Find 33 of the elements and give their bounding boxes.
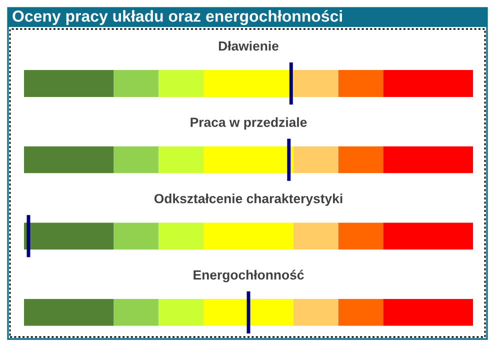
bar	[158, 222, 204, 250]
bar	[204, 70, 294, 97]
bar	[383, 70, 473, 97]
bar	[383, 222, 473, 250]
bar	[293, 70, 338, 97]
chart-title: Dławienie	[218, 40, 278, 51]
bar	[383, 298, 473, 326]
chart-title: Energochłonność	[194, 270, 304, 282]
bar	[293, 298, 338, 326]
bar	[158, 70, 204, 97]
bar	[204, 146, 294, 174]
bar	[293, 146, 338, 174]
bar	[158, 298, 204, 326]
bar	[114, 298, 159, 326]
chart-title: Odkształcenie charakterystyki	[154, 194, 342, 206]
bar	[338, 70, 384, 97]
text: Oceny pracy układu oraz energochłonności	[12, 10, 342, 26]
bar	[383, 146, 473, 174]
bar	[24, 146, 114, 174]
bar	[114, 146, 159, 174]
bar	[158, 146, 204, 174]
bar	[338, 298, 384, 326]
bar	[114, 222, 159, 250]
bar	[293, 222, 338, 250]
chart-title: Praca w przedziale	[190, 117, 307, 130]
bar	[114, 70, 159, 97]
bar	[24, 70, 114, 97]
bar	[204, 298, 294, 326]
bar	[24, 298, 114, 326]
bar	[204, 222, 294, 250]
bar	[24, 222, 114, 250]
bar	[338, 146, 384, 174]
bar	[338, 222, 384, 250]
